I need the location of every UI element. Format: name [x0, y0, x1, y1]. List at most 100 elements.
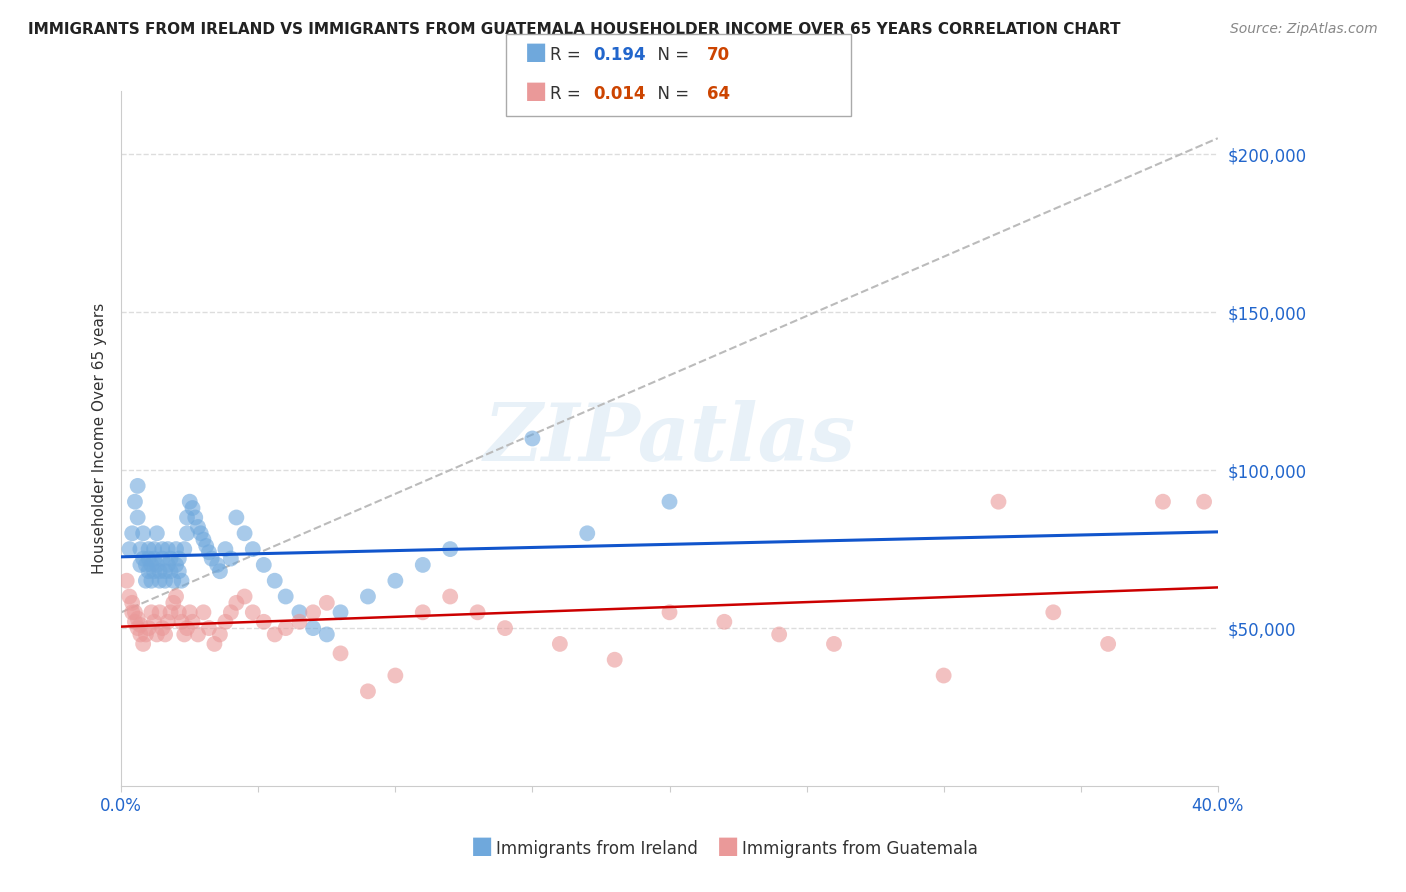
Point	[138, 621, 160, 635]
Point	[127, 621, 149, 635]
Point	[159, 605, 181, 619]
Point	[141, 574, 163, 588]
Point	[138, 564, 160, 578]
Point	[1042, 605, 1064, 619]
Point	[170, 615, 193, 629]
Point	[932, 668, 955, 682]
Text: 0.194: 0.194	[593, 46, 645, 64]
Point	[153, 564, 176, 578]
Point	[548, 637, 571, 651]
Point	[149, 564, 172, 578]
Point	[162, 574, 184, 588]
Point	[153, 574, 176, 588]
Point	[135, 627, 157, 641]
Point	[823, 637, 845, 651]
Point	[176, 526, 198, 541]
Point	[153, 627, 176, 641]
Point	[132, 637, 155, 651]
Point	[263, 574, 285, 588]
Point	[384, 574, 406, 588]
Point	[124, 494, 146, 508]
Point	[127, 612, 149, 626]
Point	[179, 494, 201, 508]
Point	[302, 621, 325, 635]
Point	[138, 542, 160, 557]
Point	[187, 520, 209, 534]
Point	[124, 605, 146, 619]
Point	[179, 605, 201, 619]
Point	[233, 590, 256, 604]
Text: ZIPatlas: ZIPatlas	[484, 400, 856, 477]
Point	[576, 526, 599, 541]
Point	[288, 605, 311, 619]
Point	[193, 605, 215, 619]
Point	[198, 621, 221, 635]
Point	[124, 615, 146, 629]
Point	[274, 590, 297, 604]
Text: N =: N =	[647, 85, 695, 103]
Point	[165, 590, 187, 604]
Point	[193, 533, 215, 547]
Point	[143, 542, 166, 557]
Point	[658, 494, 681, 508]
Point	[150, 542, 173, 557]
Point	[384, 668, 406, 682]
Point	[412, 605, 434, 619]
Point	[176, 510, 198, 524]
Point	[184, 510, 207, 524]
Point	[173, 542, 195, 557]
Point	[768, 627, 790, 641]
Text: R =: R =	[550, 85, 586, 103]
Point	[987, 494, 1010, 508]
Text: 64: 64	[707, 85, 730, 103]
Point	[170, 574, 193, 588]
Point	[214, 542, 236, 557]
Point	[118, 590, 141, 604]
Point	[315, 627, 337, 641]
Point	[156, 558, 179, 572]
Point	[253, 615, 276, 629]
Point	[173, 627, 195, 641]
Point	[165, 558, 187, 572]
Text: IMMIGRANTS FROM IRELAND VS IMMIGRANTS FROM GUATEMALA HOUSEHOLDER INCOME OVER 65 : IMMIGRANTS FROM IRELAND VS IMMIGRANTS FR…	[28, 22, 1121, 37]
Point	[167, 551, 190, 566]
Point	[288, 615, 311, 629]
Point	[141, 558, 163, 572]
Point	[132, 551, 155, 566]
Point	[713, 615, 735, 629]
Point	[274, 621, 297, 635]
Point	[165, 542, 187, 557]
Point	[467, 605, 489, 619]
Point	[129, 558, 152, 572]
Point	[159, 564, 181, 578]
Point	[121, 605, 143, 619]
Point	[219, 605, 242, 619]
Point	[162, 596, 184, 610]
Point	[181, 615, 204, 629]
Point	[118, 542, 141, 557]
Point	[143, 615, 166, 629]
Point	[522, 432, 544, 446]
Point	[156, 615, 179, 629]
Text: R =: R =	[550, 46, 586, 64]
Point	[129, 627, 152, 641]
Point	[242, 542, 264, 557]
Point	[146, 526, 169, 541]
Point	[225, 596, 247, 610]
Text: ■: ■	[471, 834, 494, 858]
Point	[149, 574, 172, 588]
Point	[198, 545, 221, 559]
Point	[135, 558, 157, 572]
Point	[115, 574, 138, 588]
Point	[129, 542, 152, 557]
Point	[219, 551, 242, 566]
Point	[1152, 494, 1174, 508]
Text: 70: 70	[707, 46, 730, 64]
Point	[150, 551, 173, 566]
Point	[167, 605, 190, 619]
Point	[263, 627, 285, 641]
Point	[205, 558, 228, 572]
Text: Source: ZipAtlas.com: Source: ZipAtlas.com	[1230, 22, 1378, 37]
Point	[121, 596, 143, 610]
Point	[214, 615, 236, 629]
